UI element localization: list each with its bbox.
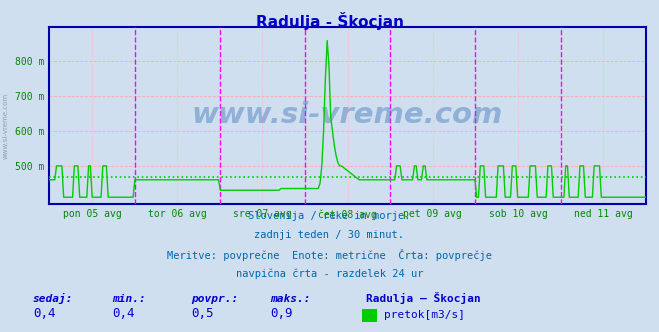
- Text: pretok[m3/s]: pretok[m3/s]: [384, 310, 465, 320]
- Text: 0,9: 0,9: [270, 307, 293, 320]
- Text: www.si-vreme.com: www.si-vreme.com: [192, 101, 503, 129]
- Text: maks.:: maks.:: [270, 294, 310, 304]
- Text: Slovenija / reke in morje.: Slovenija / reke in morje.: [248, 211, 411, 221]
- Text: www.si-vreme.com: www.si-vreme.com: [2, 93, 9, 159]
- Text: 0,5: 0,5: [191, 307, 214, 320]
- Text: povpr.:: povpr.:: [191, 294, 239, 304]
- Text: Radulja – Škocjan: Radulja – Škocjan: [366, 292, 480, 304]
- Text: 0,4: 0,4: [112, 307, 134, 320]
- Text: navpična črta - razdelek 24 ur: navpična črta - razdelek 24 ur: [236, 269, 423, 279]
- Text: 0,4: 0,4: [33, 307, 55, 320]
- Text: min.:: min.:: [112, 294, 146, 304]
- Text: sedaj:: sedaj:: [33, 293, 73, 304]
- Text: Meritve: povprečne  Enote: metrične  Črta: povprečje: Meritve: povprečne Enote: metrične Črta:…: [167, 249, 492, 261]
- Text: zadnji teden / 30 minut.: zadnji teden / 30 minut.: [254, 230, 405, 240]
- Text: Radulja - Škocjan: Radulja - Škocjan: [256, 12, 403, 30]
